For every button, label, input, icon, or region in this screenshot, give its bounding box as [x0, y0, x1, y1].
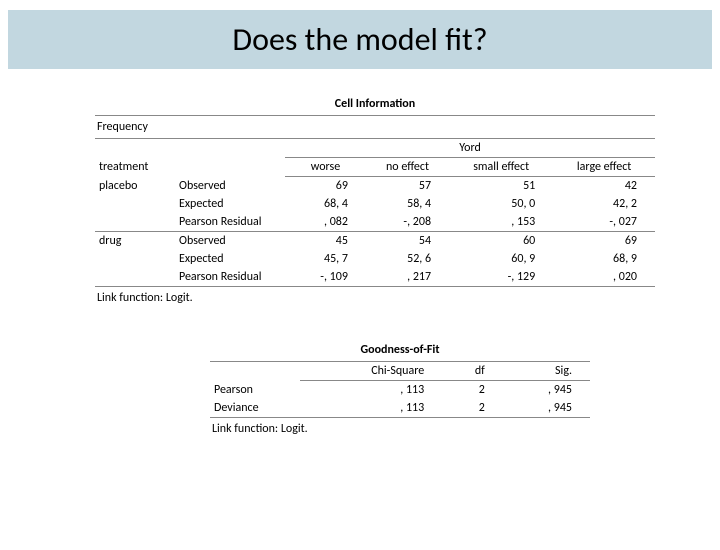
cell-value: 57 — [366, 177, 449, 196]
stat-label: Observed — [175, 232, 285, 251]
cell-value: , 020 — [553, 268, 655, 286]
cell-value: 60 — [449, 232, 553, 251]
frequency-label: Frequency — [95, 116, 655, 139]
cell-value: 69 — [553, 232, 655, 251]
gof-col-header: Sig. — [503, 362, 590, 381]
title-bar: Does the model fit? — [8, 10, 712, 69]
gof-cell: , 113 — [300, 399, 442, 417]
col-header: worse — [285, 158, 366, 177]
stat-label: Expected — [175, 195, 285, 213]
goodness-of-fit-section: Goodness-of-Fit Chi-Square df Sig. Pears… — [210, 339, 590, 440]
cell-value: 58, 4 — [366, 195, 449, 213]
gof-title: Goodness-of-Fit — [210, 339, 590, 362]
page-title: Does the model fit? — [8, 20, 712, 59]
gof-col-header: Chi-Square — [300, 362, 442, 381]
gof-cell: , 113 — [300, 381, 442, 400]
col-header: large effect — [553, 158, 655, 177]
treatment-header: treatment — [95, 158, 175, 177]
gof-link-function-note: Link function: Logit. — [210, 417, 590, 440]
stat-label: Observed — [175, 177, 285, 196]
yord-header: Yord — [285, 139, 655, 158]
stat-label: Expected — [175, 250, 285, 268]
cell-value: -, 027 — [553, 213, 655, 232]
cell-value: 45 — [285, 232, 366, 251]
cell-value: -, 129 — [449, 268, 553, 286]
cell-value: , 217 — [366, 268, 449, 286]
cell-info-title: Cell Information — [95, 93, 655, 116]
cell-value: , 153 — [449, 213, 553, 232]
gof-table: Chi-Square df Sig. Pearson , 113 2 , 945… — [210, 362, 590, 417]
col-header: small effect — [449, 158, 553, 177]
stat-label: Pearson Residual — [175, 213, 285, 232]
gof-cell: , 945 — [503, 399, 590, 417]
cell-value: 42, 2 — [553, 195, 655, 213]
gof-cell: 2 — [442, 381, 503, 400]
gof-cell: 2 — [442, 399, 503, 417]
cell-value: 42 — [553, 177, 655, 196]
cell-value: 69 — [285, 177, 366, 196]
cell-information-section: Cell Information Frequency Yord treatmen… — [95, 93, 655, 309]
link-function-note: Link function: Logit. — [95, 286, 655, 309]
cell-value: -, 109 — [285, 268, 366, 286]
gof-cell: , 945 — [503, 381, 590, 400]
cell-value: 52, 6 — [366, 250, 449, 268]
group-label: placebo — [95, 177, 175, 196]
cell-value: 68, 4 — [285, 195, 366, 213]
gof-row-label: Pearson — [210, 381, 300, 400]
gof-col-header: df — [442, 362, 503, 381]
cell-value: 50, 0 — [449, 195, 553, 213]
cell-value: 60, 9 — [449, 250, 553, 268]
stat-label: Pearson Residual — [175, 268, 285, 286]
col-header: no effect — [366, 158, 449, 177]
gof-row-label: Deviance — [210, 399, 300, 417]
cell-info-table: Yord treatment worse no effect small eff… — [95, 139, 655, 286]
group-label: drug — [95, 232, 175, 251]
cell-value: 45, 7 — [285, 250, 366, 268]
cell-value: 54 — [366, 232, 449, 251]
cell-value: 51 — [449, 177, 553, 196]
cell-value: 68, 9 — [553, 250, 655, 268]
cell-value: -, 208 — [366, 213, 449, 232]
cell-value: , 082 — [285, 213, 366, 232]
